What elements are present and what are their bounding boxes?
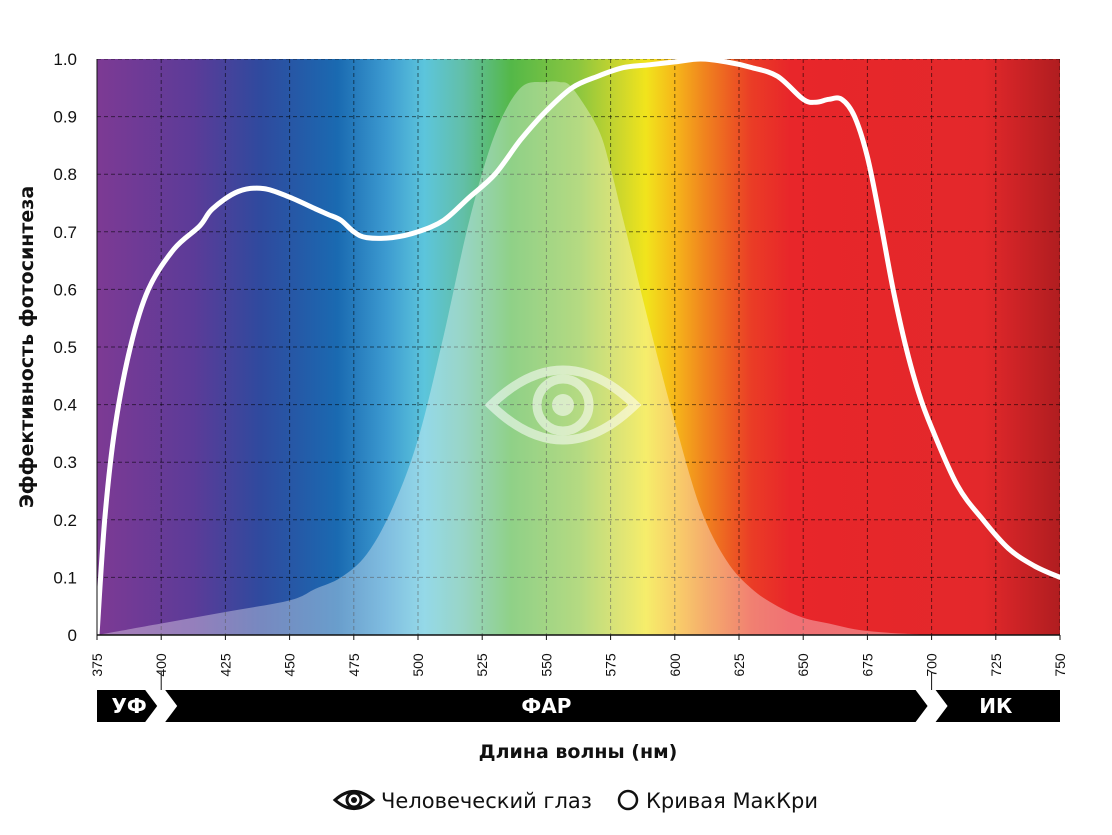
y-tick-label: 0.4 [53, 396, 77, 415]
y-tick-label: 1.0 [53, 50, 77, 69]
x-tick-label: 375 [89, 653, 105, 677]
eye-icon [484, 365, 642, 445]
y-tick-label: 0.7 [53, 223, 77, 242]
series-area-human-eye [97, 81, 932, 635]
y-tick-labels: 0 0.1 0.2 0.3 0.4 0.5 0.6 0.7 0.8 0.9 1.0 [53, 50, 77, 645]
region-label: УФ [111, 694, 146, 718]
x-tick-label: 400 [153, 653, 169, 677]
y-tick-label: 0.3 [53, 453, 77, 472]
x-tick-label: 425 [217, 653, 233, 677]
y-tick-label: 0.8 [53, 165, 77, 184]
y-tick-label: 0.5 [53, 338, 77, 357]
legend-label-human-eye: Человеческий глаз [381, 789, 592, 813]
x-tick-label: 700 [924, 653, 940, 677]
x-axis-label: Длина волны (нм) [479, 741, 678, 763]
x-tick-label: 450 [282, 653, 298, 677]
region-1 [97, 690, 158, 722]
region-2 [165, 690, 928, 722]
x-tick-label: 475 [346, 653, 362, 677]
legend-item-human-eye: Человеческий глаз [332, 789, 592, 813]
x-tick-labels: 375 400 425 450 475 500 525 550 575 600 625 650 675 7… [89, 635, 1068, 677]
grid [97, 59, 1060, 635]
y-tick-label: 0.2 [53, 511, 77, 530]
x-tick-label: 650 [795, 653, 811, 677]
y-tick-label: 0.1 [53, 568, 77, 587]
x-tick-label: 500 [410, 653, 426, 677]
x-tick-label: 600 [667, 653, 683, 677]
legend: Человеческий глаз Кривая МакКри [332, 789, 818, 813]
region-band: УФ ФАР ИК [97, 672, 1060, 722]
x-tick-label: 675 [859, 653, 875, 677]
x-tick-label: 550 [538, 653, 554, 677]
eye-icon [332, 790, 376, 810]
y-tick-label: 0.9 [53, 108, 77, 127]
x-tick-label: 725 [988, 653, 1004, 677]
x-tick-label: 625 [731, 653, 747, 677]
x-tick-label: 750 [1052, 653, 1068, 677]
y-tick-label: 0.6 [53, 280, 77, 299]
legend-item-mccree: Кривая МакКри [617, 789, 818, 813]
region-label: ФАР [521, 694, 571, 718]
y-axis-label: Эффективность фотосинтеза [16, 186, 38, 508]
x-tick-label: 575 [603, 653, 619, 677]
x-tick-label: 525 [474, 653, 490, 677]
region-label: ИК [979, 694, 1013, 718]
legend-label-mccree: Кривая МакКри [646, 789, 818, 813]
region-3 [935, 690, 1060, 722]
series-line-mccree [97, 59, 1060, 635]
spectrum-background [97, 59, 1060, 635]
y-tick-label: 0 [68, 626, 77, 645]
circle-icon [617, 789, 639, 811]
